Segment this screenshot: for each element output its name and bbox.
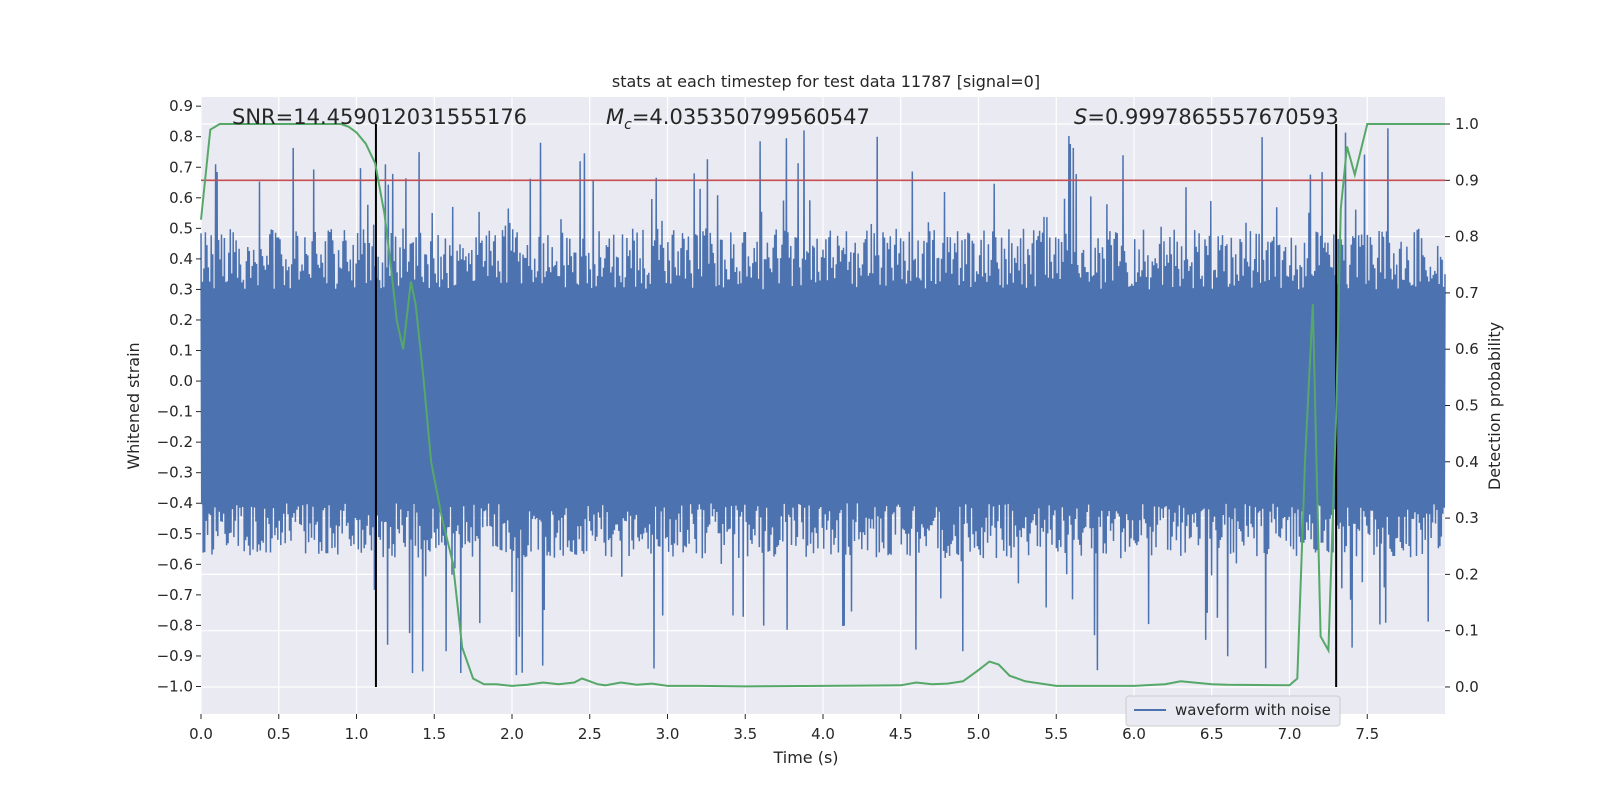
y-tick-label: −0.8 [157,616,193,634]
detection-probability-line [200,123,1445,688]
y2-axis-label: Detection probability [1485,322,1504,490]
x-tick-label: 0.5 [267,725,291,743]
y-axis-label: Whitened strain [124,342,143,469]
y-tick-label: 0.8 [169,128,193,146]
mc-subscript: c [624,117,632,133]
y2-tick-label: 1.0 [1455,115,1479,133]
s-annotation: S=0.9997865557670593 [1074,105,1339,129]
y2-tick-label: 0.5 [1455,397,1479,415]
s-value: =0.9997865557670593 [1087,105,1338,129]
y2-tick-label: 0.9 [1455,171,1479,189]
legend: waveform with noise [1125,695,1341,727]
y-tick-label: 0.1 [169,342,193,360]
y2-axis-ticks: 1.0 0.9 0.8 0.7 0.6 0.5 0.4 0.3 0.2 0.1 0.0 [1445,115,1479,696]
y2-tick-label: 0.6 [1455,340,1479,358]
y-tick-label: −0.2 [157,433,193,451]
y-tick-label: 0.4 [169,250,193,268]
y-tick-label: −0.7 [157,586,193,604]
y-tick-label: 0.5 [169,219,193,237]
y-tick-label: 0.9 [169,97,193,115]
x-tick-label: 2.5 [578,725,602,743]
y2-tick-label: 0.7 [1455,284,1479,302]
legend-box [1125,695,1341,727]
x-tick-label: 3.5 [733,725,757,743]
y-tick-label: −0.4 [157,494,193,512]
waveform-with-noise-series [200,128,1446,676]
y2-tick-label: 0.1 [1455,622,1479,640]
x-tick-label: 5.0 [967,725,991,743]
y-tick-label: −1.0 [157,678,193,696]
x-tick-label: 4.5 [889,725,913,743]
y-tick-label: −0.1 [157,403,193,421]
x-tick-label: 1.5 [422,725,446,743]
s-symbol: S [1074,105,1087,129]
y2-tick-label: 0.4 [1455,453,1479,471]
y-tick-label: −0.3 [157,464,193,482]
y-tick-label: 0.3 [169,280,193,298]
y-tick-label: 0.7 [169,158,193,176]
y2-tick-label: 0.8 [1455,228,1479,246]
y2-tick-label: 0.0 [1455,678,1479,696]
y-tick-label: 0.2 [169,311,193,329]
y-tick-label: −0.6 [157,555,193,573]
x-axis-ticks: 0.0 0.5 1.0 1.5 2.0 2.5 3.0 3.5 4.0 4.5 5.0 5.5 6.0 6… [189,714,1379,743]
x-tick-label: 3.0 [656,725,680,743]
x-tick-label: 7.5 [1355,725,1379,743]
legend-label: waveform with noise [1175,701,1331,719]
y-axis-ticks: 0.9 0.8 0.7 0.6 0.5 0.4 0.3 0.2 0.1 0.0 −0.1 −0.2 −0… [157,97,201,696]
mc-value: =4.035350799560547 [632,105,870,129]
x-tick-label: 4.0 [811,725,835,743]
x-tick-label: 6.0 [1122,725,1146,743]
x-tick-label: 5.5 [1044,725,1068,743]
y2-tick-label: 0.3 [1455,509,1479,527]
y-tick-label: 0.0 [169,372,193,390]
x-tick-label: 0.0 [189,725,213,743]
chart-title: stats at each timestep for test data 117… [612,72,1040,91]
mc-annotation: Mc=4.035350799560547 [606,105,870,133]
mc-symbol: M [606,105,624,129]
y-tick-label: −0.5 [157,525,193,543]
y2-tick-label: 0.2 [1455,565,1479,583]
x-tick-label: 7.0 [1278,725,1302,743]
x-tick-label: 1.0 [345,725,369,743]
x-tick-label: 2.0 [500,725,524,743]
y-tick-label: −0.9 [157,647,193,665]
y-tick-label: 0.6 [169,189,193,207]
waveform-trace [200,128,1446,676]
x-tick-label: 6.5 [1200,725,1224,743]
x-axis-label: Time (s) [772,748,838,767]
snr-annotation: SNR=14.459012031555176 [232,105,527,129]
